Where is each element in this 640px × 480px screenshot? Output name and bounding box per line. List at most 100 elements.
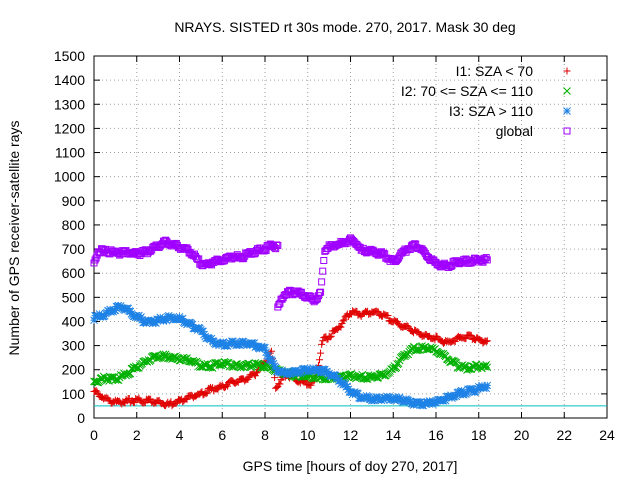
x-tick-label: 0 (90, 427, 98, 443)
data-point (216, 361, 224, 369)
y-tick-label: 900 (62, 193, 86, 209)
data-point (459, 390, 468, 399)
y-tick-label: 1000 (54, 169, 85, 185)
data-point (457, 386, 466, 395)
data-point (308, 366, 316, 375)
legend-marker (563, 67, 571, 75)
y-tick-label: 1400 (54, 72, 85, 88)
data-point (471, 388, 480, 396)
data-point (111, 306, 120, 315)
data-point (125, 369, 134, 378)
data-point (224, 382, 232, 390)
x-tick-label: 24 (599, 427, 615, 443)
data-point (404, 350, 413, 359)
y-tick-label: 1500 (54, 48, 85, 64)
data-point (320, 257, 328, 265)
data-point (271, 363, 280, 372)
data-point (178, 314, 187, 323)
data-point (316, 356, 324, 364)
data-point (307, 381, 315, 389)
data-point (135, 364, 143, 372)
data-point (481, 362, 490, 371)
data-point (481, 255, 489, 263)
data-point (269, 359, 278, 368)
y-tick-labels: 0 100 200 300 400 500 600 700 800 900 1000 1100 1200… (54, 48, 85, 426)
data-point (343, 382, 352, 391)
data-point (482, 361, 491, 369)
data-point (200, 360, 208, 369)
data-point (339, 317, 347, 325)
data-point (464, 365, 472, 373)
data-point (463, 389, 471, 397)
data-point (92, 387, 100, 395)
legend-label: I2: 70 <= SZA <= 110 (401, 83, 533, 99)
y-tick-label: 1100 (55, 145, 85, 161)
data-point (195, 255, 203, 263)
data-point (331, 371, 340, 380)
data-point (337, 323, 345, 331)
data-point (482, 254, 490, 262)
data-point (319, 337, 327, 345)
data-point (327, 332, 335, 340)
y-tick-label: 800 (62, 217, 86, 233)
data-point (395, 393, 404, 402)
data-point (274, 241, 282, 249)
data-point (202, 390, 210, 398)
data-point (441, 396, 450, 405)
data-point (277, 369, 285, 377)
data-point (395, 356, 404, 365)
legend-label: I3: SZA > 110 (449, 103, 533, 119)
legend-label: global (496, 123, 533, 139)
data-point (203, 389, 211, 397)
x-tick-label: 12 (343, 427, 359, 443)
y-axis-label: Number of GPS receiver-satellite rays (6, 121, 22, 356)
data-point (126, 369, 135, 378)
x-tick-label: 8 (261, 427, 269, 443)
chart-title: NRAYS. SISTED rt 30s mode. 270, 2017. Ma… (174, 19, 515, 35)
data-point (318, 278, 326, 286)
y-tick-label: 1300 (54, 96, 85, 112)
data-points (90, 234, 492, 410)
data-point (482, 337, 490, 345)
data-point (318, 340, 326, 348)
x-tick-label: 4 (176, 427, 184, 443)
data-point (317, 288, 325, 296)
axis-ticks (93, 55, 608, 419)
legend-marker (563, 107, 571, 115)
data-point (271, 374, 279, 382)
series-2 (90, 342, 492, 387)
x-tick-label: 10 (300, 427, 316, 443)
data-point (183, 395, 191, 403)
y-tick-label: 600 (62, 265, 86, 281)
data-point (231, 339, 239, 348)
legend-marker (563, 87, 571, 95)
data-point (473, 384, 482, 393)
data-point (462, 335, 470, 343)
data-point (209, 337, 218, 346)
data-point (126, 307, 135, 316)
data-point (262, 348, 270, 357)
data-point (168, 313, 176, 322)
data-point (424, 398, 433, 407)
data-point (316, 289, 324, 297)
gridlines (94, 56, 607, 418)
data-point (354, 389, 362, 398)
x-axis-label: GPS time [hours of doy 270, 2017] (243, 458, 458, 474)
legend: I1: SZA < 70 I2: 70 <= SZA <= 110 I3: SZA … (401, 63, 571, 139)
data-point (451, 338, 459, 346)
data-point (172, 399, 180, 407)
y-tick-label: 300 (62, 338, 86, 354)
data-point (100, 311, 109, 320)
data-point (273, 241, 281, 249)
data-point (148, 352, 157, 360)
x-tick-label: 22 (556, 427, 572, 443)
y-tick-label: 1200 (54, 120, 85, 136)
series-1 (90, 307, 491, 410)
y-tick-label: 400 (62, 313, 86, 329)
x-tick-label: 18 (471, 427, 487, 443)
y-tick-label: 500 (62, 289, 86, 305)
data-point (384, 312, 392, 320)
data-point (199, 327, 207, 336)
data-point (482, 384, 491, 393)
data-point (268, 357, 277, 366)
